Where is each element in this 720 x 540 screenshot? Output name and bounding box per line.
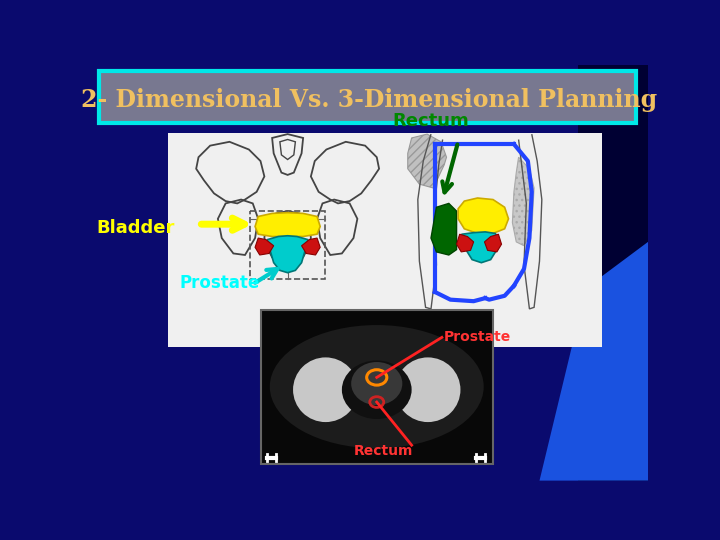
Bar xyxy=(261,309,493,464)
Ellipse shape xyxy=(351,362,402,405)
Polygon shape xyxy=(485,234,502,252)
Text: Prostate: Prostate xyxy=(179,274,259,292)
Text: Bladder: Bladder xyxy=(96,219,174,237)
Ellipse shape xyxy=(293,357,358,422)
Text: 2- Dimensional Vs. 3-Dimensional Planning: 2- Dimensional Vs. 3-Dimensional Plannin… xyxy=(81,88,657,112)
Polygon shape xyxy=(459,232,500,262)
Polygon shape xyxy=(431,204,456,255)
Polygon shape xyxy=(266,236,310,273)
Text: Rectum: Rectum xyxy=(354,444,413,458)
Bar xyxy=(251,211,325,279)
Polygon shape xyxy=(302,238,320,255)
Text: Rectum: Rectum xyxy=(392,112,469,130)
Polygon shape xyxy=(539,242,648,481)
Polygon shape xyxy=(255,213,320,237)
FancyBboxPatch shape xyxy=(99,71,636,123)
Polygon shape xyxy=(513,157,534,246)
Ellipse shape xyxy=(395,357,461,422)
Polygon shape xyxy=(255,238,274,255)
Polygon shape xyxy=(456,234,474,252)
Ellipse shape xyxy=(342,361,412,419)
Bar xyxy=(168,132,601,347)
Polygon shape xyxy=(408,134,446,188)
Polygon shape xyxy=(578,65,648,481)
Ellipse shape xyxy=(270,325,484,448)
Text: Prostate: Prostate xyxy=(444,330,510,345)
Polygon shape xyxy=(458,198,508,233)
